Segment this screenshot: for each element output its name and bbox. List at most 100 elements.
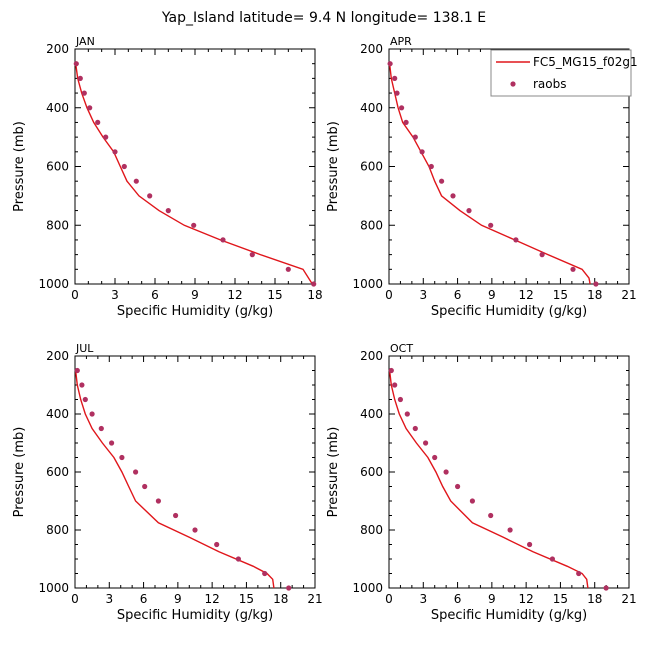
y-tick-label: 1000	[38, 277, 69, 291]
y-tick-label: 600	[360, 465, 383, 479]
x-tick-label: 18	[273, 592, 288, 606]
x-tick-label: 18	[587, 288, 602, 302]
legend-box	[490, 49, 632, 97]
x-tick-label: 15	[553, 592, 568, 606]
y-tick-label: 600	[46, 465, 69, 479]
obs-point	[73, 61, 79, 67]
x-axis-label: Specific Humidity (g/kg)	[117, 608, 273, 623]
x-tick-label: 12	[205, 592, 220, 606]
y-axis-label: Pressure (mb)	[326, 427, 341, 518]
x-tick-label: 15	[267, 288, 282, 302]
model-line	[75, 63, 313, 285]
obs-point	[513, 237, 519, 243]
obs-point	[112, 149, 118, 155]
obs-point	[89, 411, 95, 417]
obs-point	[549, 556, 556, 562]
x-tick-label: 9	[488, 288, 496, 302]
x-tick-label: 15	[239, 592, 254, 606]
obs-point	[133, 178, 139, 184]
obs-point	[74, 367, 80, 374]
x-tick-label: 18	[307, 288, 322, 302]
y-tick-label: 800	[46, 218, 69, 232]
obs-point	[394, 90, 400, 96]
obs-point	[98, 425, 104, 432]
obs-point	[77, 75, 83, 81]
x-tick-label: 6	[140, 592, 148, 606]
x-tick-label: 3	[105, 592, 113, 606]
obs-point	[404, 411, 410, 417]
panel-title: JAN	[75, 35, 95, 48]
x-tick-label: 9	[488, 592, 496, 606]
x-tick-label: 0	[71, 288, 79, 302]
x-tick-label: 12	[519, 592, 534, 606]
obs-point	[387, 61, 393, 67]
y-tick-label: 400	[360, 101, 383, 115]
obs-point	[87, 105, 93, 111]
obs-point	[82, 396, 88, 403]
y-tick-label: 800	[360, 218, 383, 232]
obs-point	[428, 163, 434, 170]
x-tick-label: 3	[419, 592, 427, 606]
obs-point	[121, 163, 127, 170]
model-line	[74, 370, 275, 589]
x-tick-label: 15	[553, 288, 568, 302]
obs-point	[397, 396, 403, 403]
x-axis-label: Specific Humidity (g/kg)	[431, 608, 587, 623]
obs-point	[220, 237, 226, 243]
obs-point	[488, 222, 494, 228]
y-axis-label: Pressure (mb)	[12, 121, 27, 212]
obs-point	[155, 498, 161, 504]
obs-point	[593, 281, 599, 287]
legend-obs-label: raobs	[533, 77, 567, 91]
obs-point	[109, 440, 115, 446]
x-tick-label: 12	[227, 288, 242, 302]
obs-point	[466, 208, 472, 214]
y-tick-label: 200	[46, 349, 69, 363]
x-tick-label: 21	[621, 592, 636, 606]
obs-point	[392, 382, 398, 388]
obs-point	[214, 541, 220, 548]
obs-point	[432, 454, 438, 461]
obs-point	[79, 382, 85, 388]
obs-point	[262, 570, 268, 577]
obs-point	[133, 469, 139, 475]
x-axis-label: Specific Humidity (g/kg)	[117, 304, 273, 319]
obs-point	[443, 469, 449, 475]
obs-point	[95, 119, 101, 125]
obs-point	[403, 119, 409, 125]
x-tick-label: 0	[385, 288, 393, 302]
y-tick-label: 400	[46, 407, 69, 421]
panel-jan: 0 3 6 9 12 15 18 200 400 600 800 1000 JAN Specific Hu…	[12, 35, 323, 319]
obs-point	[286, 585, 292, 591]
obs-point	[388, 367, 394, 374]
obs-point	[392, 75, 398, 81]
y-tick-label: 400	[360, 407, 383, 421]
x-tick-label: 9	[191, 288, 199, 302]
legend-obs-marker	[510, 81, 516, 87]
obs-point	[147, 193, 153, 199]
obs-point	[488, 512, 494, 519]
obs-point	[412, 425, 418, 432]
y-tick-label: 200	[360, 42, 383, 56]
legend: FC5_MG15_f02g1 raobs	[490, 49, 638, 97]
x-tick-label: 18	[587, 592, 602, 606]
obs-point	[469, 498, 475, 504]
obs-point	[81, 90, 87, 96]
y-tick-label: 600	[46, 160, 69, 174]
obs-point	[539, 252, 545, 258]
obs-point	[311, 281, 317, 287]
obs-point	[439, 178, 445, 184]
x-tick-label: 0	[71, 592, 79, 606]
plot-frame	[74, 355, 316, 589]
plot-frame	[388, 355, 630, 589]
obs-point	[192, 527, 198, 533]
plot-frame	[74, 48, 316, 285]
y-tick-label: 1000	[352, 581, 383, 595]
x-tick-label: 12	[519, 288, 534, 302]
x-tick-label: 9	[174, 592, 182, 606]
obs-point	[450, 193, 456, 199]
panel-title: APR	[390, 35, 412, 48]
panel-apr: 0 3 6 9 12 15 18 21 200 400 600 800 1000 APR Specific …	[326, 35, 637, 319]
x-tick-label: 3	[419, 288, 427, 302]
